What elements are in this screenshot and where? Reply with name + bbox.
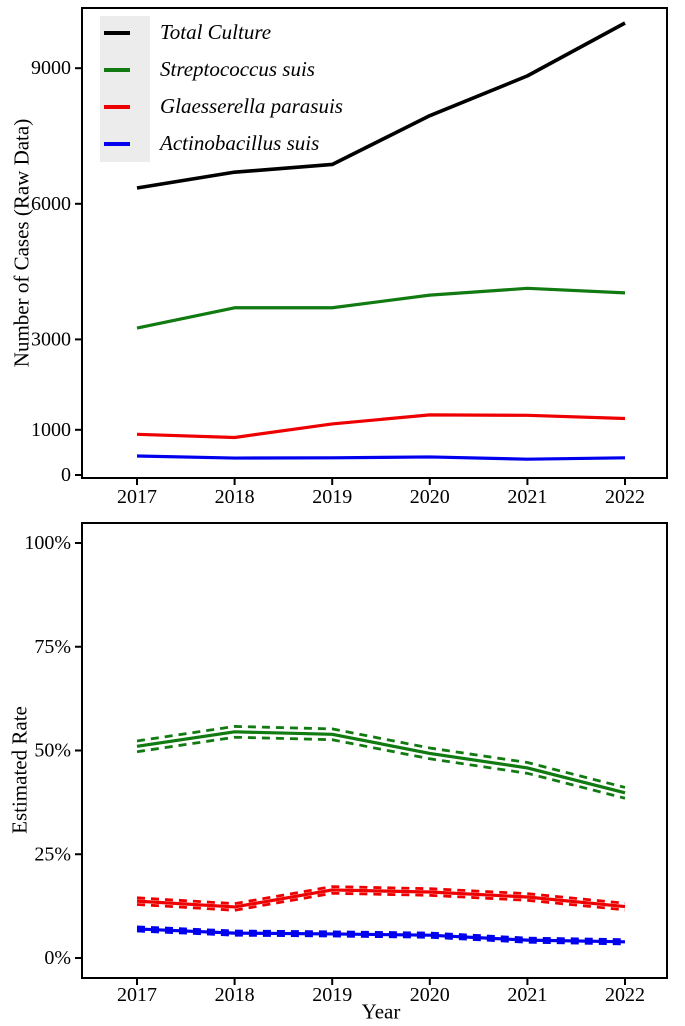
rate-line-streptococcus-suis [136, 730, 626, 795]
legend: Total Culture Streptococcus suis Glaesse… [100, 14, 343, 162]
y-tick-label: 0 [61, 464, 71, 486]
rate-ci-upper-glaesserella-parasuis [136, 885, 626, 906]
y-tick-label: 6000 [31, 193, 71, 215]
y-tick-label: 25% [34, 843, 71, 865]
y-tick-label: 0% [44, 947, 71, 969]
y-tick-label: 1000 [31, 419, 71, 441]
legend-item-streptococcus-suis: Streptococcus suis [100, 51, 343, 88]
x-tick-label: 2018 [215, 984, 255, 1006]
y-tick-label: 100% [24, 532, 71, 554]
plot-frame [81, 7, 668, 479]
x-tick-label: 2021 [507, 486, 547, 508]
legend-key-line [104, 30, 130, 35]
rate-ci-lower-glaesserella-parasuis [136, 891, 626, 912]
legend-key-line [104, 67, 130, 72]
legend-label: Glaesserella parasuis [160, 94, 343, 118]
x-tick-label: 2019 [312, 486, 352, 508]
rate-ci-lower-actinobacillus-suis [136, 929, 626, 946]
y-tick-label: 3000 [31, 328, 71, 350]
legend-key-background [100, 16, 150, 162]
y-tick-label: 75% [34, 636, 71, 658]
x-tick-label: 2020 [410, 984, 450, 1006]
legend-item-total-culture: Total Culture [100, 14, 343, 51]
cases-line-streptococcus-suis [136, 286, 626, 330]
cases-line-total-culture [136, 21, 626, 190]
x-axis-label-year: Year [361, 999, 401, 1024]
rate-line-glaesserella-parasuis [136, 888, 626, 909]
rate-ci-lower-streptococcus-suis [136, 735, 626, 800]
y-tick-label: 50% [34, 740, 71, 762]
x-tick-label: 2021 [507, 984, 547, 1006]
rate-ci-upper-streptococcus-suis [136, 725, 626, 789]
legend-item-glaesserella-parasuis: Glaesserella parasuis [100, 88, 343, 125]
legend-label: Total Culture [160, 20, 272, 44]
cases-line-actinobacillus-suis [136, 454, 626, 461]
x-tick-label: 2019 [312, 984, 352, 1006]
legend-key-line [104, 104, 130, 109]
legend-key-line [104, 141, 130, 146]
legend-item-actinobacillus-suis: Actinobacillus suis [100, 125, 343, 162]
legend-label: Actinobacillus suis [160, 131, 320, 155]
rate-y-axis-label: Estimated Rate [7, 706, 32, 834]
plot-frame [81, 522, 668, 979]
x-tick-label: 2022 [605, 984, 645, 1006]
rate-line-actinobacillus-suis [136, 927, 626, 944]
cases-line-glaesserella-parasuis [136, 413, 626, 440]
x-tick-label: 2020 [410, 486, 450, 508]
x-tick-label: 2017 [117, 984, 157, 1006]
rate-ci-upper-actinobacillus-suis [136, 925, 626, 942]
x-tick-label: 2018 [215, 486, 255, 508]
legend-label: Streptococcus suis [160, 57, 315, 81]
x-tick-label: 2022 [605, 486, 645, 508]
y-tick-label: 9000 [31, 57, 71, 79]
cases-y-axis-label: Number of Cases (Raw Data) [9, 118, 34, 368]
x-tick-label: 2017 [117, 486, 157, 508]
